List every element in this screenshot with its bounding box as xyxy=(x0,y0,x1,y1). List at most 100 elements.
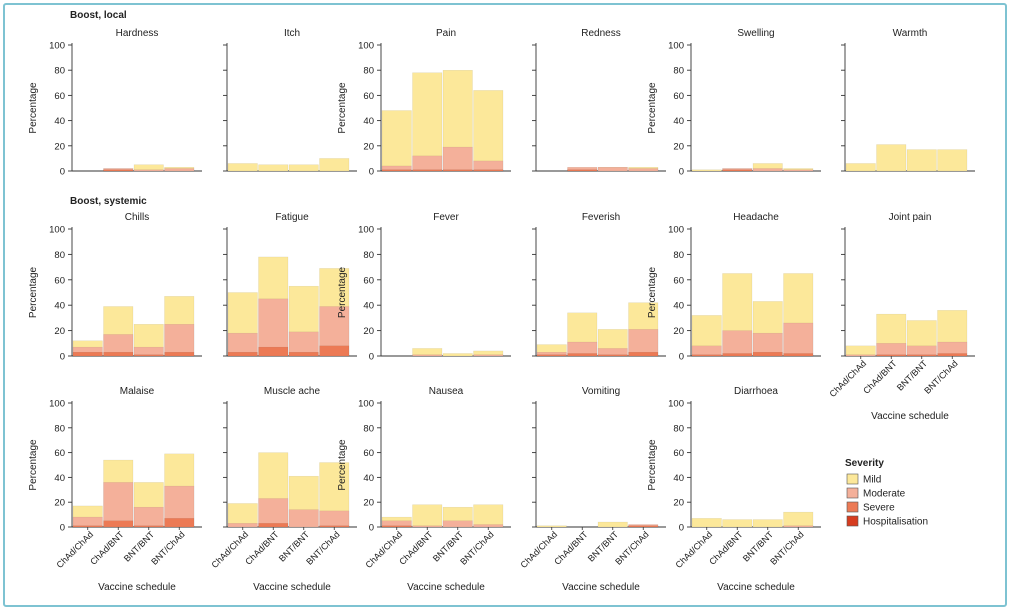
y-tick-label: 80 xyxy=(673,66,684,77)
bar-severe xyxy=(103,351,134,357)
bar-group-bnt-chad xyxy=(473,90,504,172)
bar-severe xyxy=(536,354,567,357)
bar-severe xyxy=(567,353,598,357)
y-axis-label: Percentage xyxy=(28,266,39,318)
y-tick-label: 40 xyxy=(54,116,65,127)
legend-label-moderate: Moderate xyxy=(863,489,906,500)
y-tick-label: 100 xyxy=(49,225,65,236)
y-axis-label: Percentage xyxy=(28,439,39,491)
x-axis-label: Vaccine schedule xyxy=(98,582,176,593)
y-tick-label: 20 xyxy=(673,498,684,509)
legend-label-mild: Mild xyxy=(863,475,881,486)
panel-title: Diarrhoea xyxy=(734,386,778,397)
panel-joint-pain: Joint painChAd/ChAdChAd/BNTBNT/BNTBNT/Ch… xyxy=(827,212,975,422)
bar-group-bnt-bnt xyxy=(752,301,783,357)
panel-title: Headache xyxy=(733,212,779,223)
x-tick-label: ChAd/BNT xyxy=(88,529,126,567)
bar-severe xyxy=(876,354,907,357)
bar-moderate xyxy=(288,509,319,528)
bar-severe xyxy=(722,353,753,357)
bar-group-chad-bnt xyxy=(103,306,134,357)
y-tick-label: 0 xyxy=(369,352,374,363)
bar-mild xyxy=(473,90,504,172)
bar-group-bnt-chad xyxy=(628,167,659,172)
bar-group-bnt-bnt xyxy=(906,149,937,172)
x-tick-label: ChAd/BNT xyxy=(397,529,435,567)
y-tick-label: 40 xyxy=(54,473,65,484)
legend-swatch-hospitalisation xyxy=(846,515,859,527)
bar-severe xyxy=(133,354,164,357)
section-title-systemic: Boost, systemic xyxy=(70,196,147,207)
bar-severe xyxy=(103,520,134,528)
panel-diarrhoea: Diarrhoea 0 20 40 60 80 100 Percentage ChAd/ChAd… xyxy=(647,386,821,593)
bar-severe xyxy=(164,518,195,528)
bar-severe xyxy=(752,351,783,357)
bar-mild xyxy=(597,521,628,528)
panel-chills: Chills 0 20 40 60 80 100 Percentage xyxy=(28,212,202,363)
bar-group-chad-chad xyxy=(227,503,258,528)
bar-severe xyxy=(319,345,350,357)
y-tick-label: 60 xyxy=(363,275,374,286)
bar-group-chad-chad xyxy=(381,516,412,528)
legend-label-severe: Severe xyxy=(863,503,895,514)
y-tick-label: 40 xyxy=(363,473,374,484)
bar-severe xyxy=(628,351,659,357)
bar-severe xyxy=(722,169,753,172)
bar-group-chad-chad xyxy=(536,525,567,528)
bar-severe xyxy=(72,351,103,357)
bar-mild xyxy=(722,519,753,528)
y-tick-label: 40 xyxy=(673,301,684,312)
legend-swatch-moderate xyxy=(846,487,859,499)
bar-moderate xyxy=(845,354,876,357)
bar-moderate xyxy=(906,345,937,357)
panel-hardness: Hardness 0 20 40 60 80 100 Percentage xyxy=(28,28,202,178)
y-tick-label: 100 xyxy=(668,399,684,410)
bar-severe xyxy=(133,525,164,528)
bar-group-chad-bnt xyxy=(258,164,289,172)
bar-moderate xyxy=(783,322,814,357)
panel-title: Nausea xyxy=(429,386,464,397)
bar-moderate xyxy=(783,169,814,172)
y-tick-label: 100 xyxy=(668,225,684,236)
y-axis-label: Percentage xyxy=(647,266,658,318)
bar-mild xyxy=(691,518,722,528)
y-tick-label: 20 xyxy=(54,141,65,152)
panel-vomiting: VomitingChAd/ChAdChAd/BNTBNT/BNTBNT/ChAd… xyxy=(518,386,666,593)
y-tick-label: 60 xyxy=(54,448,65,459)
bar-mild xyxy=(473,504,504,528)
y-tick-label: 20 xyxy=(363,326,374,337)
y-axis-label: Percentage xyxy=(647,82,658,134)
y-tick-label: 80 xyxy=(673,423,684,434)
panel-title: Joint pain xyxy=(889,212,932,223)
x-tick-label: ChAd/ChAd xyxy=(209,529,250,570)
y-tick-label: 60 xyxy=(363,448,374,459)
y-axis-label: Percentage xyxy=(337,82,348,134)
bar-moderate xyxy=(691,345,722,357)
bar-severe xyxy=(691,354,722,357)
bar-severe xyxy=(473,169,504,172)
y-tick-label: 20 xyxy=(673,326,684,337)
x-tick-label: BNT/ChAd xyxy=(458,529,495,566)
x-tick-label: BNT/ChAd xyxy=(922,358,959,395)
section-title-local: Boost, local xyxy=(70,10,127,21)
bar-group-chad-bnt xyxy=(567,167,598,172)
bar-severe xyxy=(319,525,350,528)
bar-moderate xyxy=(164,324,195,357)
panel-title: Vomiting xyxy=(582,386,620,397)
bar-group-bnt-chad xyxy=(473,350,504,357)
bar-moderate xyxy=(412,525,443,528)
x-tick-label: ChAd/BNT xyxy=(552,529,590,567)
bar-group-bnt-bnt xyxy=(288,164,319,172)
y-tick-label: 20 xyxy=(363,141,374,152)
y-tick-label: 100 xyxy=(358,399,374,410)
panel-title: Itch xyxy=(284,28,300,39)
bar-group-chad-chad xyxy=(845,163,876,172)
panel-title: Swelling xyxy=(737,28,774,39)
bar-moderate xyxy=(442,146,473,172)
bar-moderate xyxy=(227,523,258,528)
y-tick-label: 40 xyxy=(363,116,374,127)
bar-moderate xyxy=(258,498,289,528)
bar-group-bnt-chad xyxy=(783,168,814,172)
y-tick-label: 0 xyxy=(60,352,65,363)
